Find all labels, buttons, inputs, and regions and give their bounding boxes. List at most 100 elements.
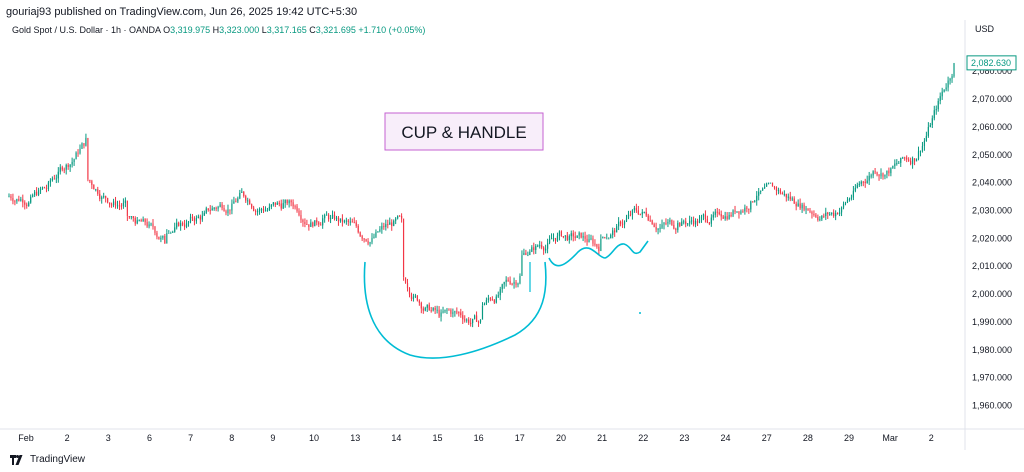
pattern-label-box (384, 112, 544, 151)
candle-body (73, 159, 75, 162)
candle-body (846, 199, 849, 203)
candle-body (422, 308, 424, 311)
candle-body (917, 151, 920, 159)
candle-body (400, 216, 403, 219)
footer-brand: TradingView (30, 454, 86, 465)
candle-body (582, 236, 584, 238)
y-tick-label: 2,010.000 (972, 261, 1012, 271)
candle-body (205, 208, 207, 213)
candle-body (513, 282, 515, 284)
candle-body (266, 210, 269, 212)
candle-body (308, 224, 310, 227)
candle-body (495, 296, 497, 303)
candle-body (537, 245, 539, 247)
candle-body (716, 211, 718, 213)
candle-body (61, 167, 63, 170)
candle-body (485, 300, 488, 304)
candle-body (604, 237, 606, 239)
candle-body (651, 220, 653, 225)
y-tick-label: 2,040.000 (972, 178, 1012, 188)
candle-body (379, 229, 381, 232)
candle-body (438, 309, 440, 317)
open-label: O (163, 25, 171, 35)
candle-body (945, 87, 947, 90)
candle-body (884, 174, 886, 177)
candle-body (260, 209, 263, 211)
candle-body (371, 237, 373, 243)
candle-body (322, 218, 324, 226)
x-tick-label: 17 (515, 433, 525, 443)
candle-body (803, 204, 805, 210)
candle-body (527, 255, 529, 257)
candle-body (148, 224, 150, 227)
candle-body (677, 222, 679, 231)
candle-body (655, 226, 657, 230)
candle-body (775, 187, 778, 191)
candle-body (793, 198, 795, 204)
candle-body (894, 163, 896, 167)
candle-body (675, 228, 677, 231)
candle-body (118, 205, 121, 207)
candle-body (860, 181, 862, 184)
candle-body (574, 236, 576, 238)
candle-body (343, 220, 345, 222)
candle-body (383, 226, 385, 228)
candle-body (270, 204, 272, 207)
candle-body (318, 222, 320, 225)
candle-body (32, 195, 34, 197)
candle-body (501, 284, 503, 290)
candle-body (659, 227, 661, 229)
x-tick-label: 13 (350, 433, 360, 443)
candle-body (22, 199, 24, 203)
x-tick-label: 29 (844, 433, 854, 443)
y-tick-label: 2,000.000 (972, 289, 1012, 299)
candle-body (89, 179, 91, 182)
candle-body (26, 204, 28, 206)
candle-body (28, 202, 30, 206)
candle-body (738, 211, 740, 214)
candle-body (647, 215, 649, 221)
candle-body (164, 235, 166, 244)
candle-body (324, 215, 326, 219)
candle-body (333, 214, 336, 220)
candle-body (710, 217, 712, 224)
candle-body (477, 321, 480, 323)
candle-body (533, 247, 535, 250)
candle-body (132, 216, 134, 219)
candle-body (93, 184, 95, 190)
candle-body (126, 200, 128, 217)
candle-body (708, 222, 710, 224)
candle-body (110, 204, 113, 206)
candle-body (673, 224, 675, 229)
candle-body (898, 162, 900, 164)
candle-body (483, 303, 486, 306)
candle-body (416, 295, 418, 301)
candle-body (428, 304, 430, 311)
candle-body (941, 91, 943, 97)
candle-body (156, 232, 158, 237)
candle-body (762, 188, 764, 191)
y-tick-label: 1,970.000 (972, 373, 1012, 383)
candle-body (14, 201, 16, 203)
x-tick-label: 28 (803, 433, 813, 443)
candle-body (773, 186, 776, 188)
candle-body (805, 208, 807, 210)
candle-body (116, 205, 119, 207)
high-label: H (212, 25, 220, 35)
candle-body (335, 217, 338, 220)
candle-body (541, 245, 543, 248)
candle-body (523, 252, 525, 256)
candle-body (614, 230, 616, 233)
candle-body (440, 312, 442, 317)
candle-body (629, 214, 632, 216)
candle-body (935, 109, 937, 111)
candle-body (848, 198, 851, 200)
candle-body (509, 280, 511, 284)
x-tick-label: 16 (474, 433, 484, 443)
candle-body (576, 235, 578, 238)
candle-body (833, 212, 835, 217)
tradingview-logo-icon (10, 454, 23, 465)
candle-body (657, 228, 659, 230)
x-tick-label: 22 (638, 433, 648, 443)
